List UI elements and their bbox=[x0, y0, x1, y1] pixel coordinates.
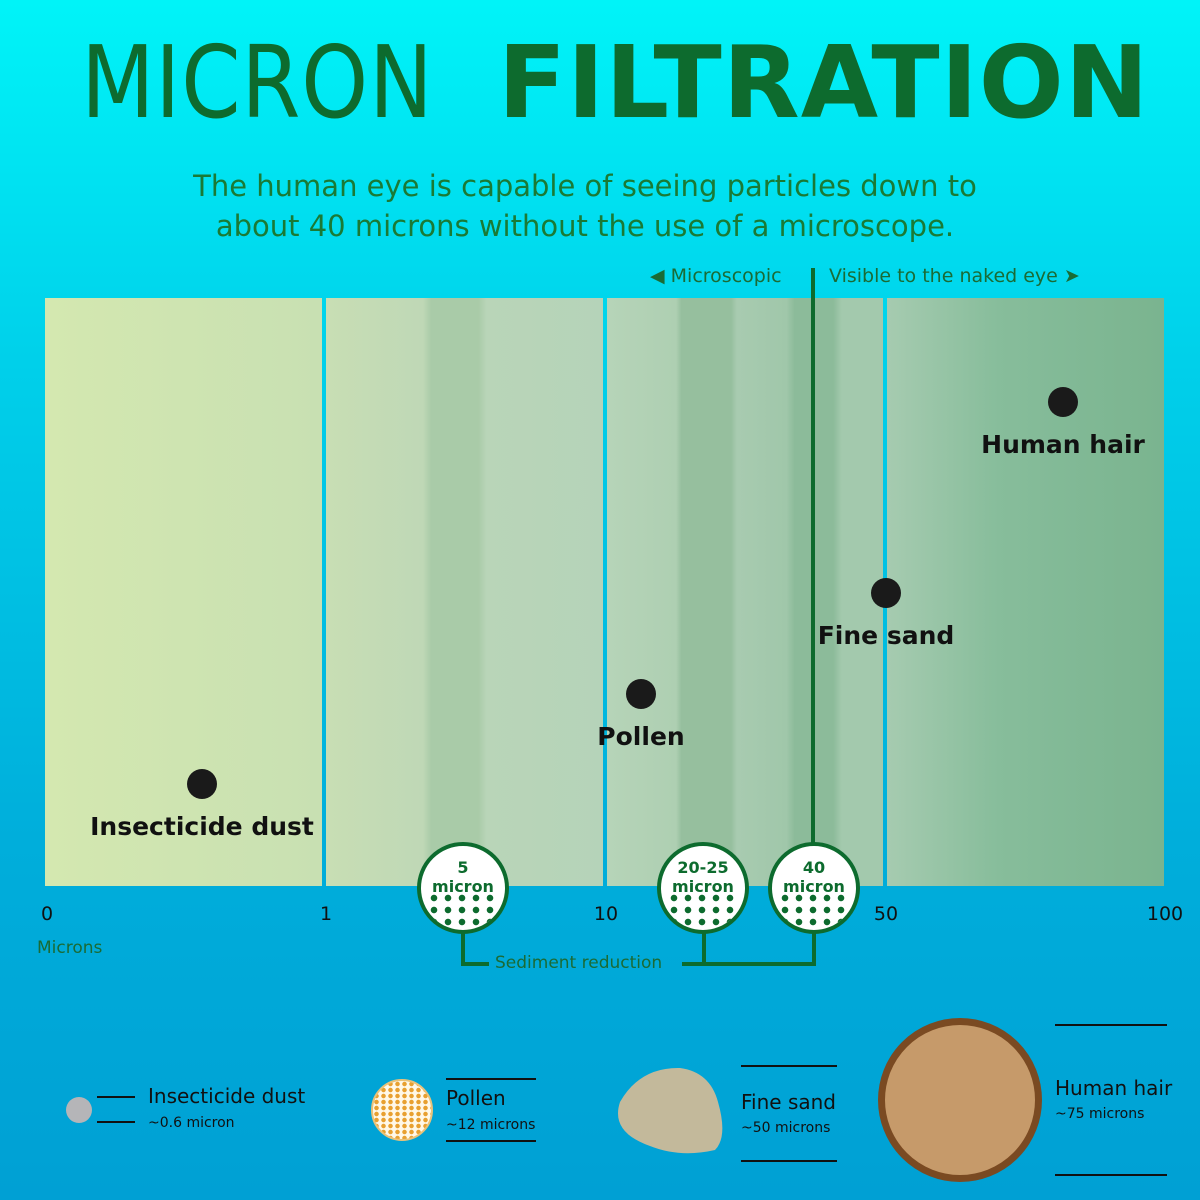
filter-badge-20-25: 20-25 micron bbox=[657, 842, 749, 934]
particle-label: Fine sand bbox=[817, 621, 955, 650]
divider bbox=[97, 1121, 135, 1123]
divider bbox=[97, 1096, 135, 1098]
axis-unit-label: Microns bbox=[37, 938, 103, 958]
particles-icon bbox=[427, 892, 499, 928]
legend-size: ~50 microns bbox=[741, 1120, 831, 1136]
particle-dot-insecticide bbox=[187, 769, 217, 799]
particles-icon bbox=[667, 892, 739, 928]
subtitle: The human eye is capable of seeing parti… bbox=[193, 169, 977, 243]
band-50-100 bbox=[887, 298, 1164, 886]
bracket-line bbox=[682, 962, 816, 966]
legend-name: Fine sand bbox=[741, 1090, 836, 1114]
particle-label: Pollen bbox=[597, 722, 685, 751]
tick-label: 50 bbox=[873, 903, 899, 925]
legend-name: Human hair bbox=[1055, 1076, 1173, 1100]
legend-size: ~0.6 micron bbox=[148, 1115, 235, 1131]
bracket-line bbox=[461, 962, 489, 966]
divider bbox=[1055, 1024, 1167, 1026]
tick-label: 1 bbox=[319, 903, 333, 925]
legend-size: ~12 microns bbox=[446, 1117, 536, 1133]
bracket-line bbox=[461, 930, 465, 966]
fine-sand-icon bbox=[618, 1067, 723, 1154]
visibility-threshold-line bbox=[811, 268, 815, 850]
sediment-reduction-label: Sediment reduction bbox=[495, 953, 663, 973]
particle-label: Human hair bbox=[981, 430, 1145, 459]
band-1-10 bbox=[325, 298, 603, 886]
visible-label: Visible to the naked eye ➤ bbox=[829, 265, 1080, 287]
page-title: MICRON FILTRATION bbox=[81, 24, 1150, 141]
bracket-line bbox=[702, 930, 706, 966]
tick-label: 100 bbox=[1146, 903, 1184, 925]
band-0-1 bbox=[45, 298, 322, 886]
pollen-icon bbox=[371, 1079, 433, 1141]
human-hair-icon bbox=[878, 1018, 1042, 1182]
legend-size: ~75 microns bbox=[1055, 1106, 1145, 1122]
bracket-line bbox=[812, 930, 816, 966]
microscopic-label: ◀ Microscopic bbox=[650, 265, 782, 287]
particle-label: Insecticide dust bbox=[90, 812, 314, 841]
divider bbox=[446, 1140, 536, 1142]
divider bbox=[741, 1160, 837, 1162]
divider bbox=[446, 1078, 536, 1080]
tick-label: 10 bbox=[593, 903, 619, 925]
size-chart bbox=[45, 298, 1164, 886]
band-10-50 bbox=[606, 298, 884, 886]
legend-name: Insecticide dust bbox=[148, 1084, 306, 1108]
particle-dot-fine-sand bbox=[871, 578, 901, 608]
particle-dot-pollen bbox=[626, 679, 656, 709]
divider bbox=[741, 1065, 837, 1067]
filter-badge-5: 5 micron bbox=[417, 842, 509, 934]
particle-dot-human-hair bbox=[1048, 387, 1078, 417]
insecticide-dust-icon bbox=[66, 1097, 92, 1123]
particles-icon bbox=[778, 892, 850, 928]
filter-badge-40: 40 micron bbox=[768, 842, 860, 934]
divider bbox=[1055, 1174, 1167, 1176]
tick-label: 0 bbox=[40, 903, 54, 925]
legend-name: Pollen bbox=[446, 1086, 506, 1110]
